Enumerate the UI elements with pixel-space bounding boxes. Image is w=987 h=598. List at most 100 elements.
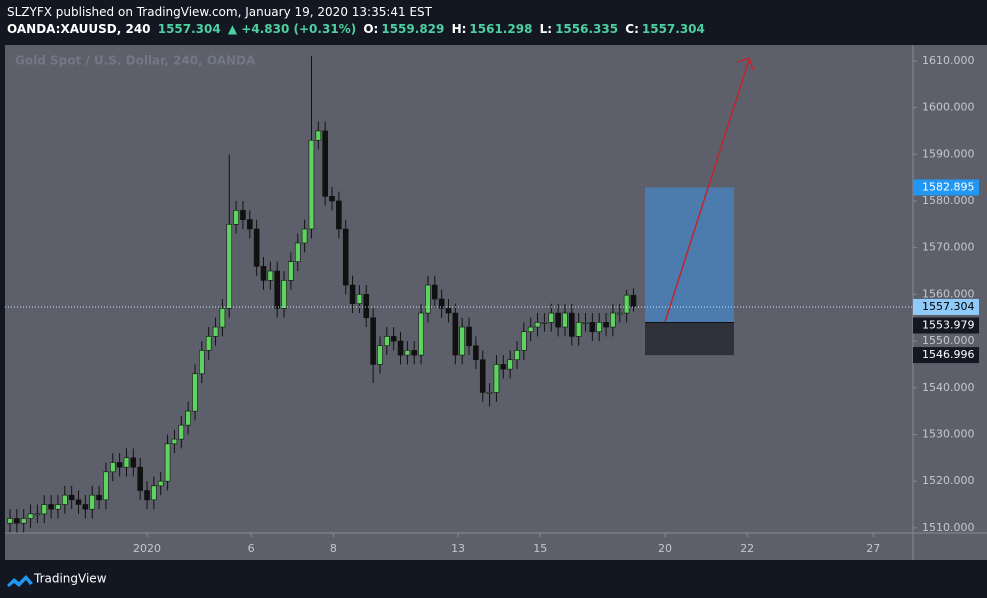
last: 1557.304 [157,22,221,36]
candle-body [48,504,54,510]
y-tick-label: 1550.000 [922,334,975,347]
price-tag-label: 1582.895 [922,180,975,193]
price-tag [913,298,979,315]
candle-body [390,336,397,342]
candle-body [219,308,226,328]
price-tag [913,347,979,364]
author-line: SLZYFX published on TradingView.com, Jan… [7,5,433,19]
candle-body [157,480,164,487]
candle-body [411,350,418,356]
candle-body [301,228,308,244]
brand: TradingView [33,572,107,586]
y-tick-label: 1570.000 [922,241,975,254]
candle-body [589,322,596,333]
candle-body [246,219,253,230]
candle-body [459,326,465,356]
candle-body [569,312,575,337]
value: 1559.829 [381,22,445,36]
label: O: [363,22,379,36]
label: C: [625,22,639,36]
candle-body [514,350,520,361]
logo: TradingView [7,572,107,587]
candle-body [431,284,438,300]
value: 1556.335 [555,22,619,36]
candle-body [109,462,116,473]
candle-body [308,139,315,230]
candle-body [281,280,287,309]
candle-body [260,266,267,281]
candle-body [610,312,616,328]
candle-body [582,322,589,324]
candle-body [473,345,479,361]
candle-body [164,443,171,482]
candle-body [521,331,527,351]
candle-body [103,471,109,501]
candle-body [171,438,178,445]
x-tick-label: 13 [451,542,465,555]
candle-body [96,494,102,501]
candle-body [500,364,507,370]
value: 1561.298 [469,22,533,36]
price-tag [913,317,979,334]
candle-body [336,200,342,230]
candle-body [89,494,96,510]
candle-body [370,317,376,365]
candle-body [329,196,335,202]
candle-body [233,210,239,225]
candle-body [116,462,123,468]
y-tick-label: 1600.000 [922,101,975,114]
candle-body [185,410,191,426]
candle-body [397,340,404,356]
candle-body [493,364,500,393]
candle-body [82,504,89,510]
logo-icon [7,575,33,587]
candle-body [34,513,41,516]
y-tick-label: 1590.000 [922,147,975,160]
candle-body [68,494,75,501]
candle-body [466,326,472,347]
candle-body [363,294,370,319]
candle-body [445,308,452,314]
candle-body [562,312,568,328]
candle-body [75,499,82,505]
price-tag-label: 1553.979 [922,318,975,331]
candle-body [212,326,219,337]
symbol: OANDA:XAUUSD, 240 [7,22,151,36]
candle-body [575,322,582,337]
candle-body [20,518,27,524]
candle-body [27,513,34,519]
x-tick-label: 15 [533,542,547,555]
candle-body [507,359,513,370]
candle-body [452,312,459,356]
value: 1557.304 [641,22,705,36]
candle-body [288,261,294,281]
candle-body [555,312,561,328]
candle-body [144,490,150,501]
arrow-line [664,59,750,323]
candle-body [486,392,493,394]
target-zone [645,187,734,323]
candle-body [630,294,637,308]
candle-body [616,312,623,315]
y-tick-label: 1520.000 [922,474,975,487]
candle-body [192,373,198,412]
arrow-head [736,57,754,71]
price-tag-label: 1546.996 [922,348,975,361]
x-tick-label: 8 [330,542,337,555]
candle-body [534,322,541,328]
candle-body [199,350,205,375]
candle-body [130,457,137,468]
candle-body [404,350,411,356]
price-tag-label: 1557.304 [922,300,975,313]
candle-body [226,224,233,309]
candle-body [322,130,328,197]
candle-body [596,322,603,333]
y-tick-label: 1580.000 [922,194,975,207]
candle-body [603,322,609,328]
candle-body [62,494,68,505]
x-tick-label: 22 [740,542,754,555]
candle-body [253,228,260,267]
candle-body [623,294,630,314]
watermark: Gold Spot / U.S. Dollar, 240, OANDA [15,54,256,68]
